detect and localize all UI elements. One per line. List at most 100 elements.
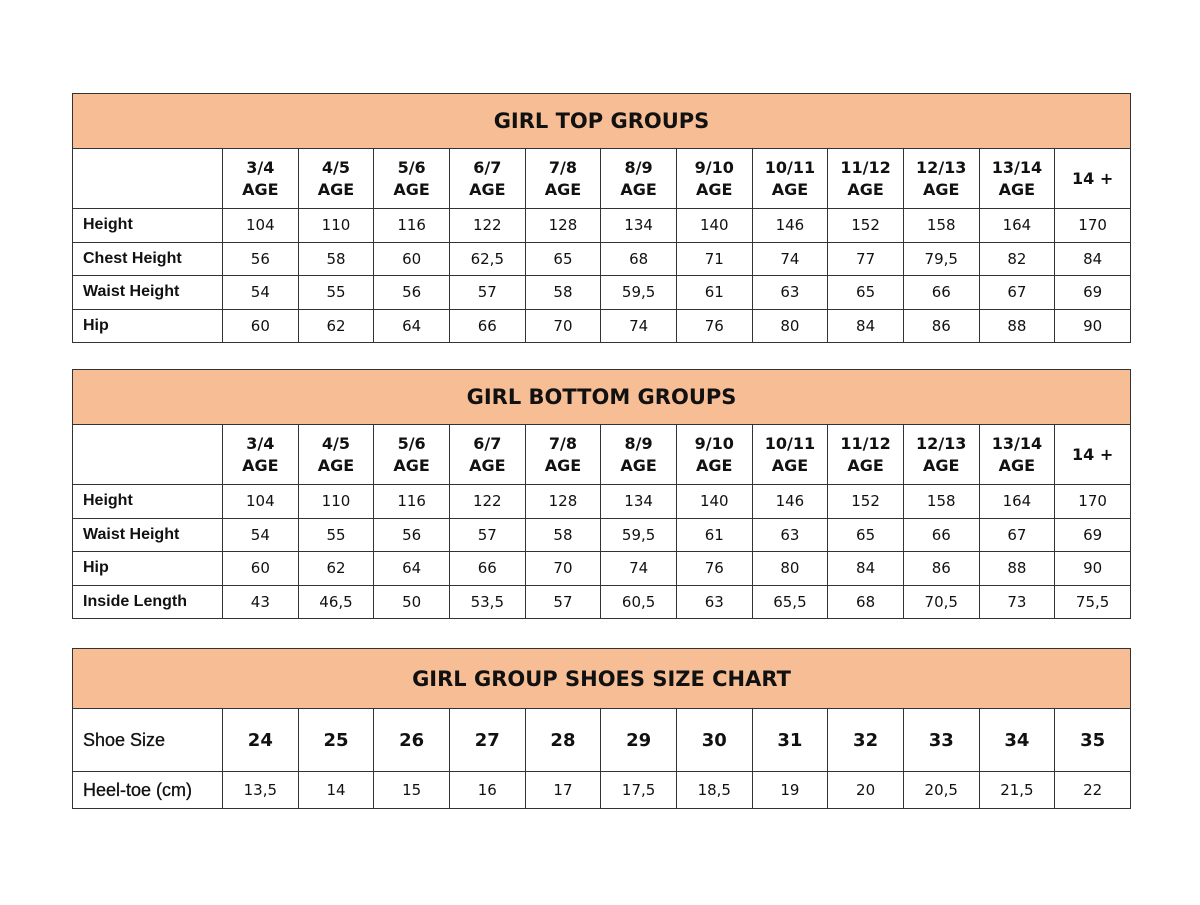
column-header: 5/6 AGE: [373, 424, 450, 485]
shoe-size-cell: 24: [222, 708, 299, 772]
heel-toe-cell: 16: [448, 771, 526, 809]
heel-toe-cell: 17,5: [600, 771, 677, 809]
value-cell: 110: [297, 484, 375, 519]
heel-toe-cell: 20: [827, 771, 904, 809]
table-row: Shoe Size 24 25 26 27 28 29 30 31 32 33 34 35: [72, 708, 1131, 772]
age-range: 13/14: [991, 433, 1043, 453]
value-cell: 58: [297, 241, 375, 276]
value-cell: 59,5: [600, 517, 677, 552]
value-cell: 128: [524, 208, 602, 243]
column-header: 14 +: [1054, 424, 1131, 485]
value-cell: 88: [978, 551, 1056, 586]
value-cell: 60: [222, 551, 299, 586]
age-range: 6/7: [473, 157, 502, 177]
table-row: Hip 60 62 64 66 70 74 76 80 84 86 88 90: [72, 308, 1131, 343]
value-cell: 80: [751, 551, 829, 586]
value-cell: 61: [675, 275, 753, 310]
column-header: 10/11 AGE: [751, 148, 829, 209]
age-label: AGE: [469, 179, 506, 199]
heel-toe-cell: 22: [1054, 771, 1131, 809]
value-cell: 54: [222, 275, 299, 310]
age-label: AGE: [998, 455, 1036, 475]
value-cell: 55: [297, 275, 375, 310]
value-cell: 80: [751, 308, 829, 343]
age-label: AGE: [771, 455, 809, 475]
row-label: Hip: [72, 551, 223, 586]
column-header: 9/10 AGE: [675, 424, 753, 485]
age-label: AGE: [923, 455, 960, 475]
value-cell: 56: [222, 241, 299, 276]
age-range: 4/5: [321, 433, 351, 453]
value-cell: 61: [675, 517, 753, 552]
empty-corner-cell: [72, 148, 223, 209]
shoe-size-cell: 35: [1054, 708, 1131, 772]
column-header: 7/8 AGE: [524, 424, 602, 485]
age-range: 3/4: [246, 433, 275, 453]
value-cell: 60,5: [600, 584, 677, 619]
value-cell: 77: [827, 241, 904, 276]
girl-top-groups-table: GIRL TOP GROUPS 3/4 AGE 4/5 AGE 5/6 AGE 6/7 AGE 7…: [72, 93, 1131, 343]
value-cell: 71: [675, 241, 753, 276]
empty-corner-cell: [72, 424, 223, 485]
value-cell: 104: [222, 208, 299, 243]
column-header: 3/4 AGE: [222, 148, 299, 209]
age-label: AGE: [620, 455, 657, 475]
value-cell: 116: [373, 484, 450, 519]
value-cell: 56: [373, 275, 450, 310]
column-header: 3/4 AGE: [222, 424, 299, 485]
shoe-size-cell: 30: [675, 708, 753, 772]
value-cell: 74: [751, 241, 829, 276]
value-cell: 158: [902, 484, 980, 519]
table-row: Waist Height 54 55 56 57 58 59,5 61 63 65 66 67 69: [72, 275, 1131, 310]
age-label: AGE: [393, 455, 430, 475]
column-header: 14 +: [1054, 148, 1131, 209]
value-cell: 128: [524, 484, 602, 519]
row-label: Shoe Size: [72, 708, 223, 772]
age-range: 9/10: [694, 157, 734, 177]
column-header: 13/14 AGE: [978, 148, 1056, 209]
table-row: Heel-toe (cm) 13,5 14 15 16 17 17,5 18,5 19 20 20,…: [72, 771, 1131, 809]
value-cell: 122: [448, 208, 526, 243]
age-label: AGE: [317, 179, 355, 199]
age-label: AGE: [847, 455, 884, 475]
column-header: 8/9 AGE: [600, 424, 677, 485]
value-cell: 134: [600, 484, 677, 519]
heel-toe-cell: 20,5: [902, 771, 980, 809]
value-cell: 57: [524, 584, 602, 619]
column-header: 8/9 AGE: [600, 148, 677, 209]
column-header: 4/5 AGE: [297, 148, 375, 209]
heel-toe-cell: 19: [751, 771, 829, 809]
age-label: AGE: [242, 179, 279, 199]
value-cell: 84: [827, 551, 904, 586]
value-cell: 70,5: [902, 584, 980, 619]
value-cell: 65: [524, 241, 602, 276]
shoe-size-cell: 32: [827, 708, 904, 772]
shoe-size-cell: 29: [600, 708, 677, 772]
value-cell: 57: [448, 275, 526, 310]
value-cell: 67: [978, 517, 1056, 552]
header-row: 3/4 AGE 4/5 AGE 5/6 AGE 6/7 AGE 7/8 AGE 8/9 AGE 9/10…: [72, 148, 1131, 209]
value-cell: 69: [1054, 275, 1131, 310]
age-range: 8/9: [624, 433, 653, 453]
value-cell: 68: [600, 241, 677, 276]
value-cell: 66: [902, 517, 980, 552]
value-cell: 134: [600, 208, 677, 243]
value-cell: 158: [902, 208, 980, 243]
age-range: 7/8: [548, 157, 577, 177]
age-label: AGE: [469, 455, 506, 475]
row-label: Inside Length: [72, 584, 223, 619]
value-cell: 110: [297, 208, 375, 243]
value-cell: 65: [827, 275, 904, 310]
age-label: AGE: [923, 179, 960, 199]
value-cell: 74: [600, 308, 677, 343]
age-label: AGE: [696, 179, 733, 199]
column-header: 7/8 AGE: [524, 148, 602, 209]
value-cell: 76: [675, 308, 753, 343]
age-label: AGE: [242, 455, 279, 475]
value-cell: 70: [524, 308, 602, 343]
value-cell: 70: [524, 551, 602, 586]
value-cell: 66: [902, 275, 980, 310]
column-header: 5/6 AGE: [373, 148, 450, 209]
value-cell: 43: [222, 584, 299, 619]
column-header: 12/13 AGE: [902, 424, 980, 485]
